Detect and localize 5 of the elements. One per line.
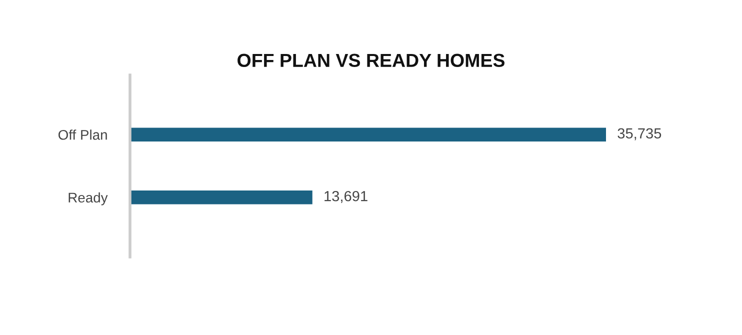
chart-title: OFF PLAN VS READY HOMES xyxy=(238,54,504,68)
y-tick-label: Ready xyxy=(68,192,108,206)
y-tick-label: Off Plan xyxy=(58,130,107,140)
data-label: 35,735 xyxy=(618,128,662,140)
data-label: 13,691 xyxy=(324,190,368,204)
